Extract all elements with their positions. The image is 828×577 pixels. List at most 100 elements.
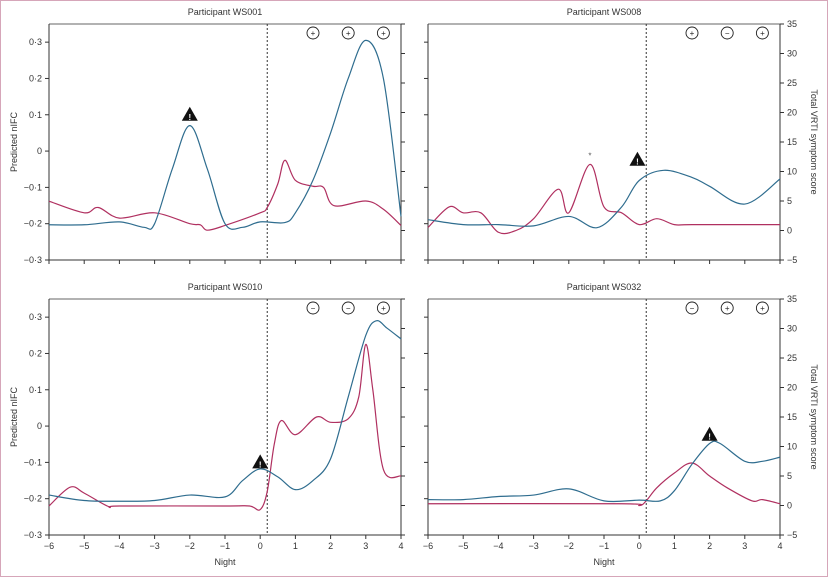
warning-exclamation: !	[259, 460, 262, 469]
panel-ws001: Participant WS001 −0·3 −0·2 −0·1 0 0·1 0·2 0·3 P…	[9, 7, 405, 265]
test-result-circle-icon	[755, 301, 769, 315]
y-left-tick-label: 0	[37, 421, 42, 431]
y-right-tick-label: 25	[787, 78, 797, 88]
x-tick-label: 4	[777, 541, 782, 551]
y-right-tick-label: 5	[787, 471, 792, 481]
y-right-tick-label: −5	[787, 255, 797, 265]
panel-title: Participant WS008	[567, 7, 642, 17]
warning-triangle-icon	[181, 106, 198, 121]
asterisk-marker: *	[588, 152, 591, 161]
y-left-tick-label: −0·2	[24, 219, 42, 229]
y-left-tick-label: −0·3	[24, 255, 42, 265]
y-left-tick-label: −0·1	[24, 182, 42, 192]
test-result-circle-icon	[376, 26, 390, 40]
test-result-sign: +	[381, 304, 386, 313]
y-right-tick-label: −5	[787, 530, 797, 540]
test-result-circle-icon	[720, 301, 734, 315]
panel-title: Participant WS032	[567, 282, 642, 292]
x-tick-label: 0	[637, 541, 642, 551]
warning-triangle-icon	[701, 426, 718, 441]
test-result-sign: +	[690, 29, 695, 38]
y-right-tick-label: 30	[787, 49, 797, 59]
y-right-tick-label: 5	[787, 196, 792, 206]
x-axis-title: Night	[214, 557, 236, 567]
test-result-circle-icon	[376, 301, 390, 315]
test-result-circle-icon	[685, 26, 699, 40]
x-tick-label: −5	[79, 541, 89, 551]
symptom-score-line	[48, 159, 402, 231]
x-tick-label: 3	[363, 541, 368, 551]
y-right-tick-label: 15	[787, 412, 797, 422]
panel-ws032: Participant WS032 −6 −5 −4 −3 −2 −1 0 1 2 3 4 −5 0 5 10…	[423, 282, 819, 567]
y-left-tick-label: 0·3	[29, 37, 42, 47]
x-tick-label: −1	[220, 541, 230, 551]
x-tick-label: −4	[114, 541, 124, 551]
test-result-circle-icon	[341, 301, 355, 315]
x-tick-label: −2	[564, 541, 574, 551]
test-result-sign: +	[381, 29, 386, 38]
test-result-sign: −	[690, 304, 695, 313]
y-left-tick-label: 0·2	[29, 348, 42, 358]
panel-ws010: Participant WS010−6 −5 −4 −3 −2 −1 0 1 2 3 4−0·3−0…	[9, 282, 405, 567]
test-result-sign: +	[346, 29, 351, 38]
y-left-tick-label: 0	[37, 146, 42, 156]
predicted-nifc-line	[48, 39, 402, 230]
panel-title: Participant WS001	[188, 7, 263, 17]
y-right-axis-title: Total VRTI symptom score	[809, 364, 819, 469]
test-result-circle-icon	[755, 26, 769, 40]
y-right-tick-label: 35	[787, 294, 797, 304]
warning-exclamation: !	[188, 113, 191, 122]
x-tick-label: −3	[149, 541, 159, 551]
y-left-tick-label: 0·1	[29, 385, 42, 395]
y-right-tick-label: 20	[787, 383, 797, 393]
predicted-nifc-line	[427, 440, 781, 503]
x-tick-label: −5	[458, 541, 468, 551]
y-left-tick-label: 0·1	[29, 110, 42, 120]
y-right-tick-label: 10	[787, 167, 797, 177]
warning-triangle-icon	[252, 454, 269, 469]
test-result-sign: −	[311, 304, 316, 313]
predicted-nifc-line	[427, 169, 781, 229]
y-left-tick-label: 0·2	[29, 73, 42, 83]
x-tick-label: 2	[707, 541, 712, 551]
panel-ws008: Participant WS008 −5 0 5 10 15 20 25 30 35 Total V…	[424, 7, 819, 265]
test-result-sign: +	[760, 304, 765, 313]
test-result-sign: −	[346, 304, 351, 313]
test-result-circle-icon	[685, 301, 699, 315]
x-tick-label: 2	[328, 541, 333, 551]
y-left-tick-label: 0·3	[29, 312, 42, 322]
symptom-score-line	[48, 343, 402, 511]
x-tick-label: −6	[44, 541, 54, 551]
y-right-axis-title: Total VRTI symptom score	[809, 89, 819, 194]
x-axis-title: Night	[593, 557, 615, 567]
symptom-score-line	[427, 462, 781, 507]
warning-exclamation: !	[636, 158, 639, 167]
test-result-circle-icon	[306, 26, 320, 40]
x-tick-label: 4	[398, 541, 403, 551]
test-result-sign: +	[760, 29, 765, 38]
x-tick-label: −1	[599, 541, 609, 551]
x-tick-label: −6	[423, 541, 433, 551]
x-tick-label: 0	[258, 541, 263, 551]
test-result-sign: +	[311, 29, 316, 38]
test-result-sign: +	[725, 304, 730, 313]
y-right-tick-label: 15	[787, 137, 797, 147]
symptom-score-line	[427, 163, 780, 235]
y-left-tick-label: −0·1	[24, 457, 42, 467]
y-right-tick-label: 10	[787, 442, 797, 452]
y-left-axis-title: Predicted nIFC	[9, 111, 19, 172]
x-tick-label: 1	[293, 541, 298, 551]
panel-title: Participant WS010	[188, 282, 263, 292]
y-right-tick-label: 35	[787, 19, 797, 29]
y-right-tick-label: 30	[787, 324, 797, 334]
x-tick-label: 1	[672, 541, 677, 551]
test-result-circle-icon	[720, 26, 734, 40]
y-right-tick-label: 0	[787, 226, 792, 236]
y-right-tick-label: 0	[787, 501, 792, 511]
test-result-circle-icon	[306, 301, 320, 315]
warning-triangle-icon	[629, 151, 646, 166]
y-left-tick-label: −0·2	[24, 494, 42, 504]
x-tick-label: 3	[742, 541, 747, 551]
y-right-tick-label: 25	[787, 353, 797, 363]
